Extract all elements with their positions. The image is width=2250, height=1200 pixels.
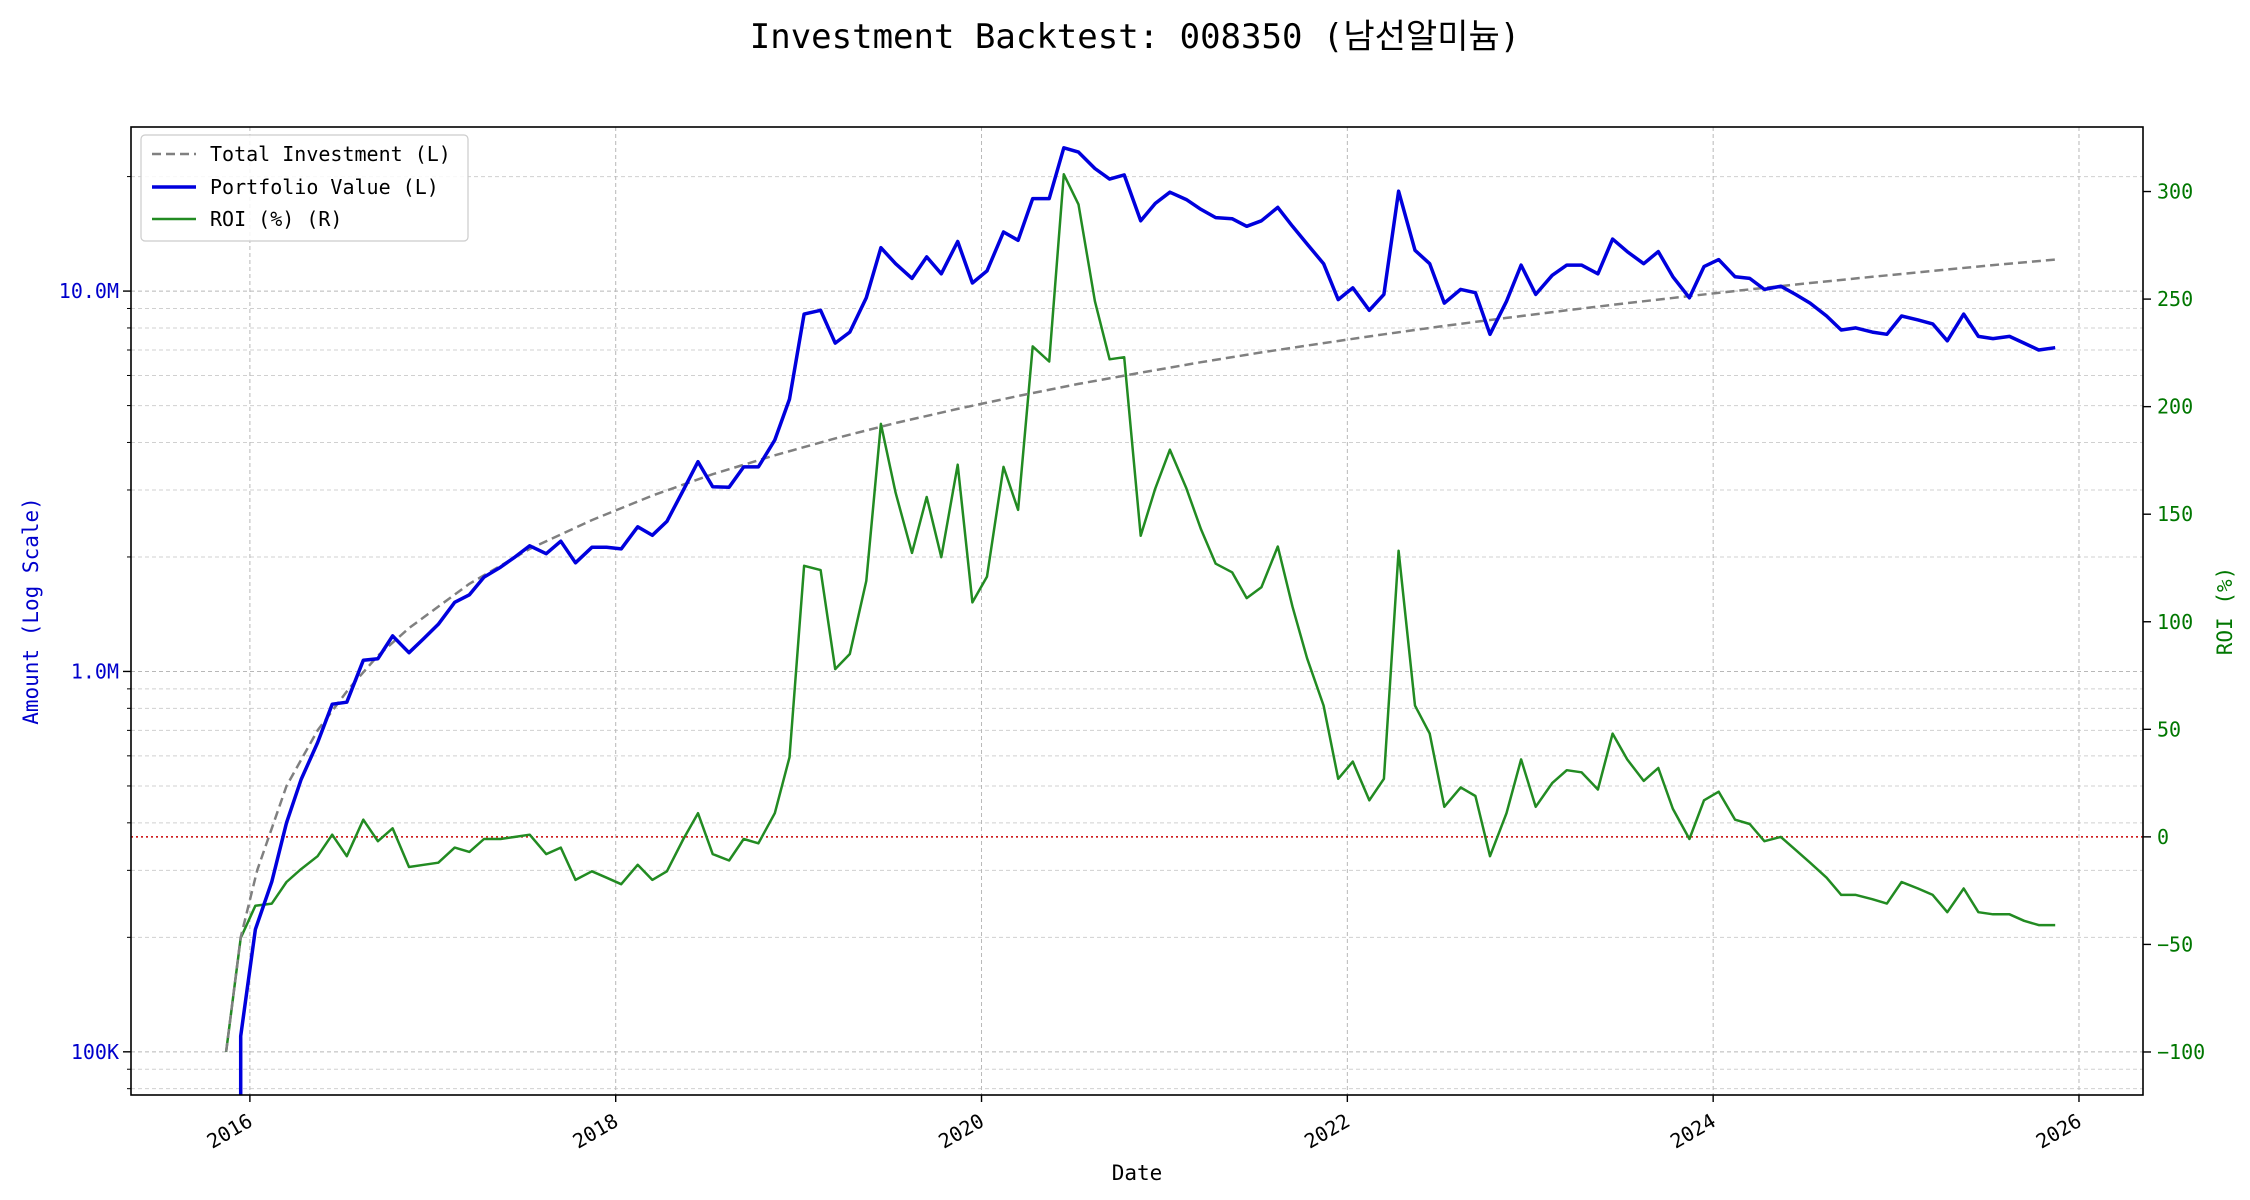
right-axis-label: ROI (%) <box>2213 567 2237 656</box>
legend: Total Investment (L) Portfolio Value (L)… <box>140 134 469 242</box>
left-tick-label: 10.0M <box>59 279 119 303</box>
x-tick-label: 2022 <box>1300 1109 1354 1154</box>
left-tick-label: 100K <box>71 1040 119 1064</box>
right-tick-label: 200 <box>2157 395 2193 419</box>
right-tick-label: −50 <box>2157 932 2193 956</box>
right-tick-label: 150 <box>2157 502 2193 526</box>
legend-box <box>140 134 469 242</box>
legend-label-total-investment: Total Investment (L) <box>210 142 451 166</box>
right-tick-label: 300 <box>2157 180 2193 204</box>
right-tick-label: 0 <box>2157 825 2169 849</box>
x-tick-label: 2024 <box>1666 1109 1720 1154</box>
right-tick-label: 250 <box>2157 287 2193 311</box>
x-tick-label: 2016 <box>203 1109 257 1154</box>
x-tick-label: 2026 <box>2032 1109 2086 1154</box>
right-tick-label: −100 <box>2157 1040 2205 1064</box>
right-axis-ticks: −100 −50 0 50 100 150 200 250 300 <box>2143 180 2205 1064</box>
left-tick-label: 1.0M <box>71 659 119 683</box>
series-line-portfolio-value-l <box>238 146 2056 1095</box>
left-axis-label: Amount (Log Scale) <box>19 497 43 725</box>
left-axis-ticks: 100K 1.0M 10.0M <box>59 176 131 1090</box>
series-line-roi-r <box>224 173 2056 1053</box>
x-tick-label: 2018 <box>568 1109 622 1154</box>
chart-title: Investment Backtest: 008350 (남선알미늄) <box>750 17 1521 57</box>
right-tick-label: 50 <box>2157 717 2181 741</box>
right-tick-label: 100 <box>2157 610 2193 634</box>
legend-label-portfolio-value: Portfolio Value (L) <box>210 175 439 199</box>
grid-lines <box>131 127 2143 1095</box>
plot-lines <box>224 146 2056 1095</box>
x-axis-label: Date <box>1112 1161 1163 1185</box>
x-tick-label: 2020 <box>934 1109 988 1154</box>
legend-label-roi: ROI (%) (R) <box>210 207 342 231</box>
series-line-total-investment-l <box>224 258 2056 1052</box>
x-axis-ticks: 2016 2018 2020 2022 2024 2026 <box>203 1095 2086 1154</box>
plot-frame <box>130 126 2144 1096</box>
